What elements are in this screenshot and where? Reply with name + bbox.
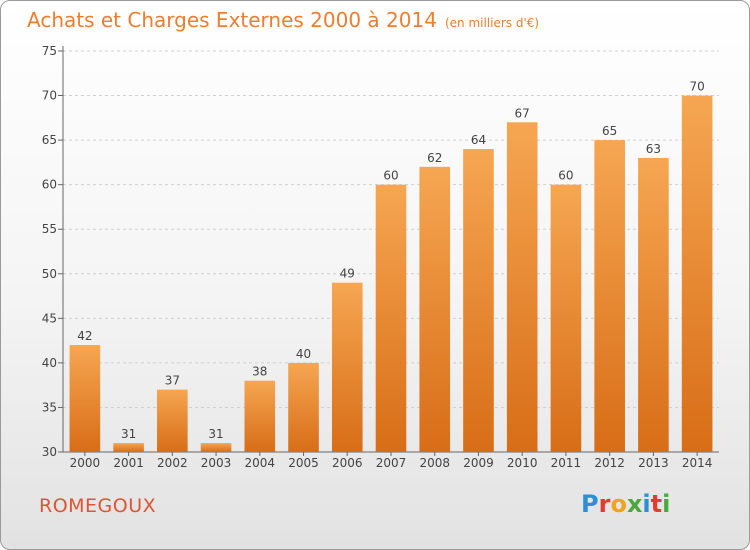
bar-value-label: 49 — [340, 267, 355, 281]
bar-value-label: 64 — [471, 133, 486, 147]
x-tick-label: 2014 — [682, 456, 713, 470]
logo-letter: i — [662, 490, 671, 518]
chart-title: Achats et Charges Externes 2000 à 2014 (e… — [27, 8, 539, 32]
bar — [288, 362, 319, 452]
x-tick-label: 2009 — [463, 456, 494, 470]
bar-value-label: 60 — [558, 169, 573, 183]
logo-letter: P — [581, 490, 599, 518]
y-tick-label: 35 — [42, 400, 57, 414]
logo-letter: i — [642, 490, 651, 518]
y-tick-label: 55 — [42, 222, 57, 236]
y-tick-label: 45 — [42, 311, 57, 325]
y-tick-label: 65 — [42, 133, 57, 147]
chart-title-text: Achats et Charges Externes 2000 à 2014 — [27, 8, 437, 32]
x-tick-label: 2008 — [419, 456, 450, 470]
x-tick-label: 2001 — [113, 456, 144, 470]
x-tick-label: 2002 — [157, 456, 188, 470]
y-tick-label: 30 — [42, 445, 57, 459]
logo-letter: r — [598, 490, 611, 518]
x-tick-label: 2006 — [332, 456, 363, 470]
y-tick-label: 50 — [42, 267, 57, 281]
bar-value-label: 70 — [689, 80, 704, 94]
bar — [375, 184, 407, 452]
bar — [463, 149, 494, 452]
bar — [69, 345, 101, 452]
bar — [244, 380, 276, 452]
bar — [638, 157, 669, 452]
x-tick-label: 2013 — [638, 456, 669, 470]
bar-value-label: 62 — [427, 151, 442, 165]
y-tick-label: 70 — [42, 89, 57, 103]
bar-value-label: 65 — [602, 124, 617, 138]
commune-name: ROMEGOUX — [39, 495, 157, 517]
x-tick-label: 2004 — [245, 456, 276, 470]
bar-value-label: 31 — [208, 427, 223, 441]
bar — [594, 140, 625, 452]
x-tick-label: 2012 — [594, 456, 625, 470]
logo-letter: o — [610, 490, 627, 518]
y-tick-label: 60 — [42, 178, 57, 192]
bar — [419, 166, 451, 452]
bar — [506, 122, 538, 453]
x-tick-label: 2007 — [376, 456, 407, 470]
x-tick-label: 2010 — [507, 456, 538, 470]
bar-value-label: 42 — [77, 329, 92, 343]
x-tick-label: 2005 — [288, 456, 319, 470]
bar-value-label: 37 — [165, 374, 180, 388]
bar-value-label: 40 — [296, 347, 311, 361]
bar-value-label: 67 — [515, 106, 530, 120]
proxiti-logo: Proxiti — [581, 490, 670, 518]
bar — [200, 443, 232, 452]
bar — [550, 184, 582, 452]
x-tick-label: 2000 — [70, 456, 101, 470]
chart-subtitle: (en milliers d'€) — [444, 16, 540, 30]
bar-value-label: 60 — [383, 169, 398, 183]
y-tick-label: 40 — [42, 356, 57, 370]
bar — [681, 95, 713, 453]
x-tick-label: 2011 — [551, 456, 582, 470]
bar-value-label: 38 — [252, 365, 267, 379]
x-tick-label: 2003 — [201, 456, 232, 470]
logo-letter: t — [650, 490, 663, 518]
bar — [331, 282, 363, 452]
bar — [157, 389, 188, 452]
bar-value-label: 63 — [646, 142, 661, 156]
logo-letter: x — [626, 490, 643, 518]
bar-value-label: 31 — [121, 427, 136, 441]
y-tick-label: 75 — [42, 44, 57, 58]
bar — [113, 443, 144, 452]
